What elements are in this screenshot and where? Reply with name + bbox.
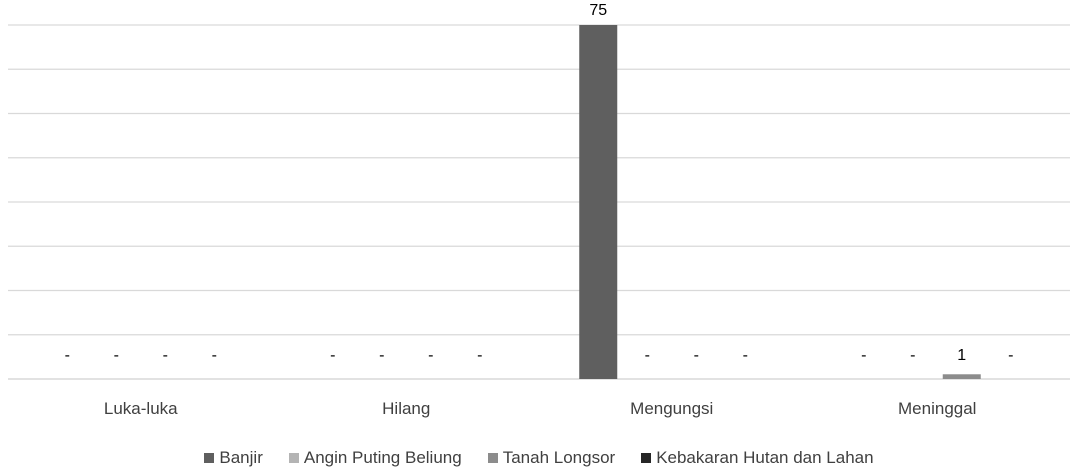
- data-label: -: [645, 347, 650, 364]
- data-label: -: [330, 347, 335, 364]
- category-label: Hilang: [382, 399, 430, 418]
- data-label: -: [379, 347, 384, 364]
- data-label: -: [477, 347, 482, 364]
- legend-label: Angin Puting Beliung: [303, 448, 462, 467]
- legend: Banjir Angin Puting Beliung Tanah Longso…: [0, 448, 1078, 468]
- bar: [942, 374, 981, 379]
- legend-swatch: [487, 453, 498, 463]
- legend-label: Kebakaran Hutan dan Lahan: [656, 448, 874, 467]
- data-label: -: [65, 347, 70, 364]
- data-label: -: [910, 347, 915, 364]
- bar-chart: - - - - - - - - 75 - - - - - 1 - Luka-luka Hilang Mengung…: [8, 1, 1070, 418]
- bar: [579, 25, 618, 379]
- data-label: -: [212, 347, 217, 364]
- data-labels: - - - - - - - - 75 - - - - - 1 -: [65, 1, 1013, 366]
- data-label: -: [428, 347, 433, 364]
- legend-swatch: [288, 453, 299, 463]
- legend-item-angin-puting-beliung: Angin Puting Beliung: [288, 448, 462, 468]
- category-labels: Luka-luka Hilang Mengungsi Meninggal: [104, 399, 977, 418]
- category-label: Luka-luka: [104, 399, 178, 418]
- data-label: -: [163, 347, 168, 364]
- legend-item-tanah-longsor: Tanah Longsor: [487, 448, 616, 468]
- legend-swatch: [204, 453, 215, 463]
- data-label: -: [861, 347, 866, 364]
- category-label: Meninggal: [898, 399, 976, 418]
- legend-item-banjir: Banjir: [204, 448, 263, 468]
- data-label: -: [1008, 347, 1013, 364]
- data-label-background: [950, 346, 974, 366]
- data-label: -: [694, 347, 699, 364]
- data-label: -: [114, 347, 119, 364]
- bars: [579, 25, 981, 379]
- gridlines: [8, 24, 1070, 380]
- legend-label: Tanah Longsor: [502, 448, 616, 467]
- data-label-background: [582, 1, 615, 21]
- legend-swatch: [641, 453, 652, 463]
- data-label: 1: [957, 347, 966, 364]
- data-label: 75: [589, 2, 607, 19]
- category-label: Mengungsi: [630, 399, 713, 418]
- data-label: -: [743, 347, 748, 364]
- legend-label: Banjir: [219, 448, 263, 467]
- legend-item-kebakaran-hutan-dan-lahan: Kebakaran Hutan dan Lahan: [641, 448, 874, 468]
